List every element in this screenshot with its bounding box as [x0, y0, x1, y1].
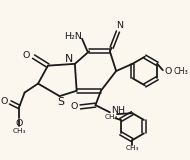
- Text: O: O: [23, 51, 30, 60]
- Text: CH₃: CH₃: [174, 67, 188, 76]
- Text: O: O: [16, 119, 23, 128]
- Text: N: N: [65, 54, 74, 64]
- Text: O: O: [0, 97, 8, 106]
- Text: NH: NH: [111, 106, 125, 115]
- Text: O: O: [165, 67, 172, 76]
- Text: CH₃: CH₃: [13, 128, 26, 134]
- Text: O: O: [70, 102, 78, 111]
- Text: N: N: [116, 21, 123, 30]
- Text: CH₃: CH₃: [126, 145, 139, 151]
- Text: CH₃: CH₃: [105, 114, 118, 120]
- Text: H₂N: H₂N: [64, 32, 82, 41]
- Text: S: S: [57, 97, 64, 107]
